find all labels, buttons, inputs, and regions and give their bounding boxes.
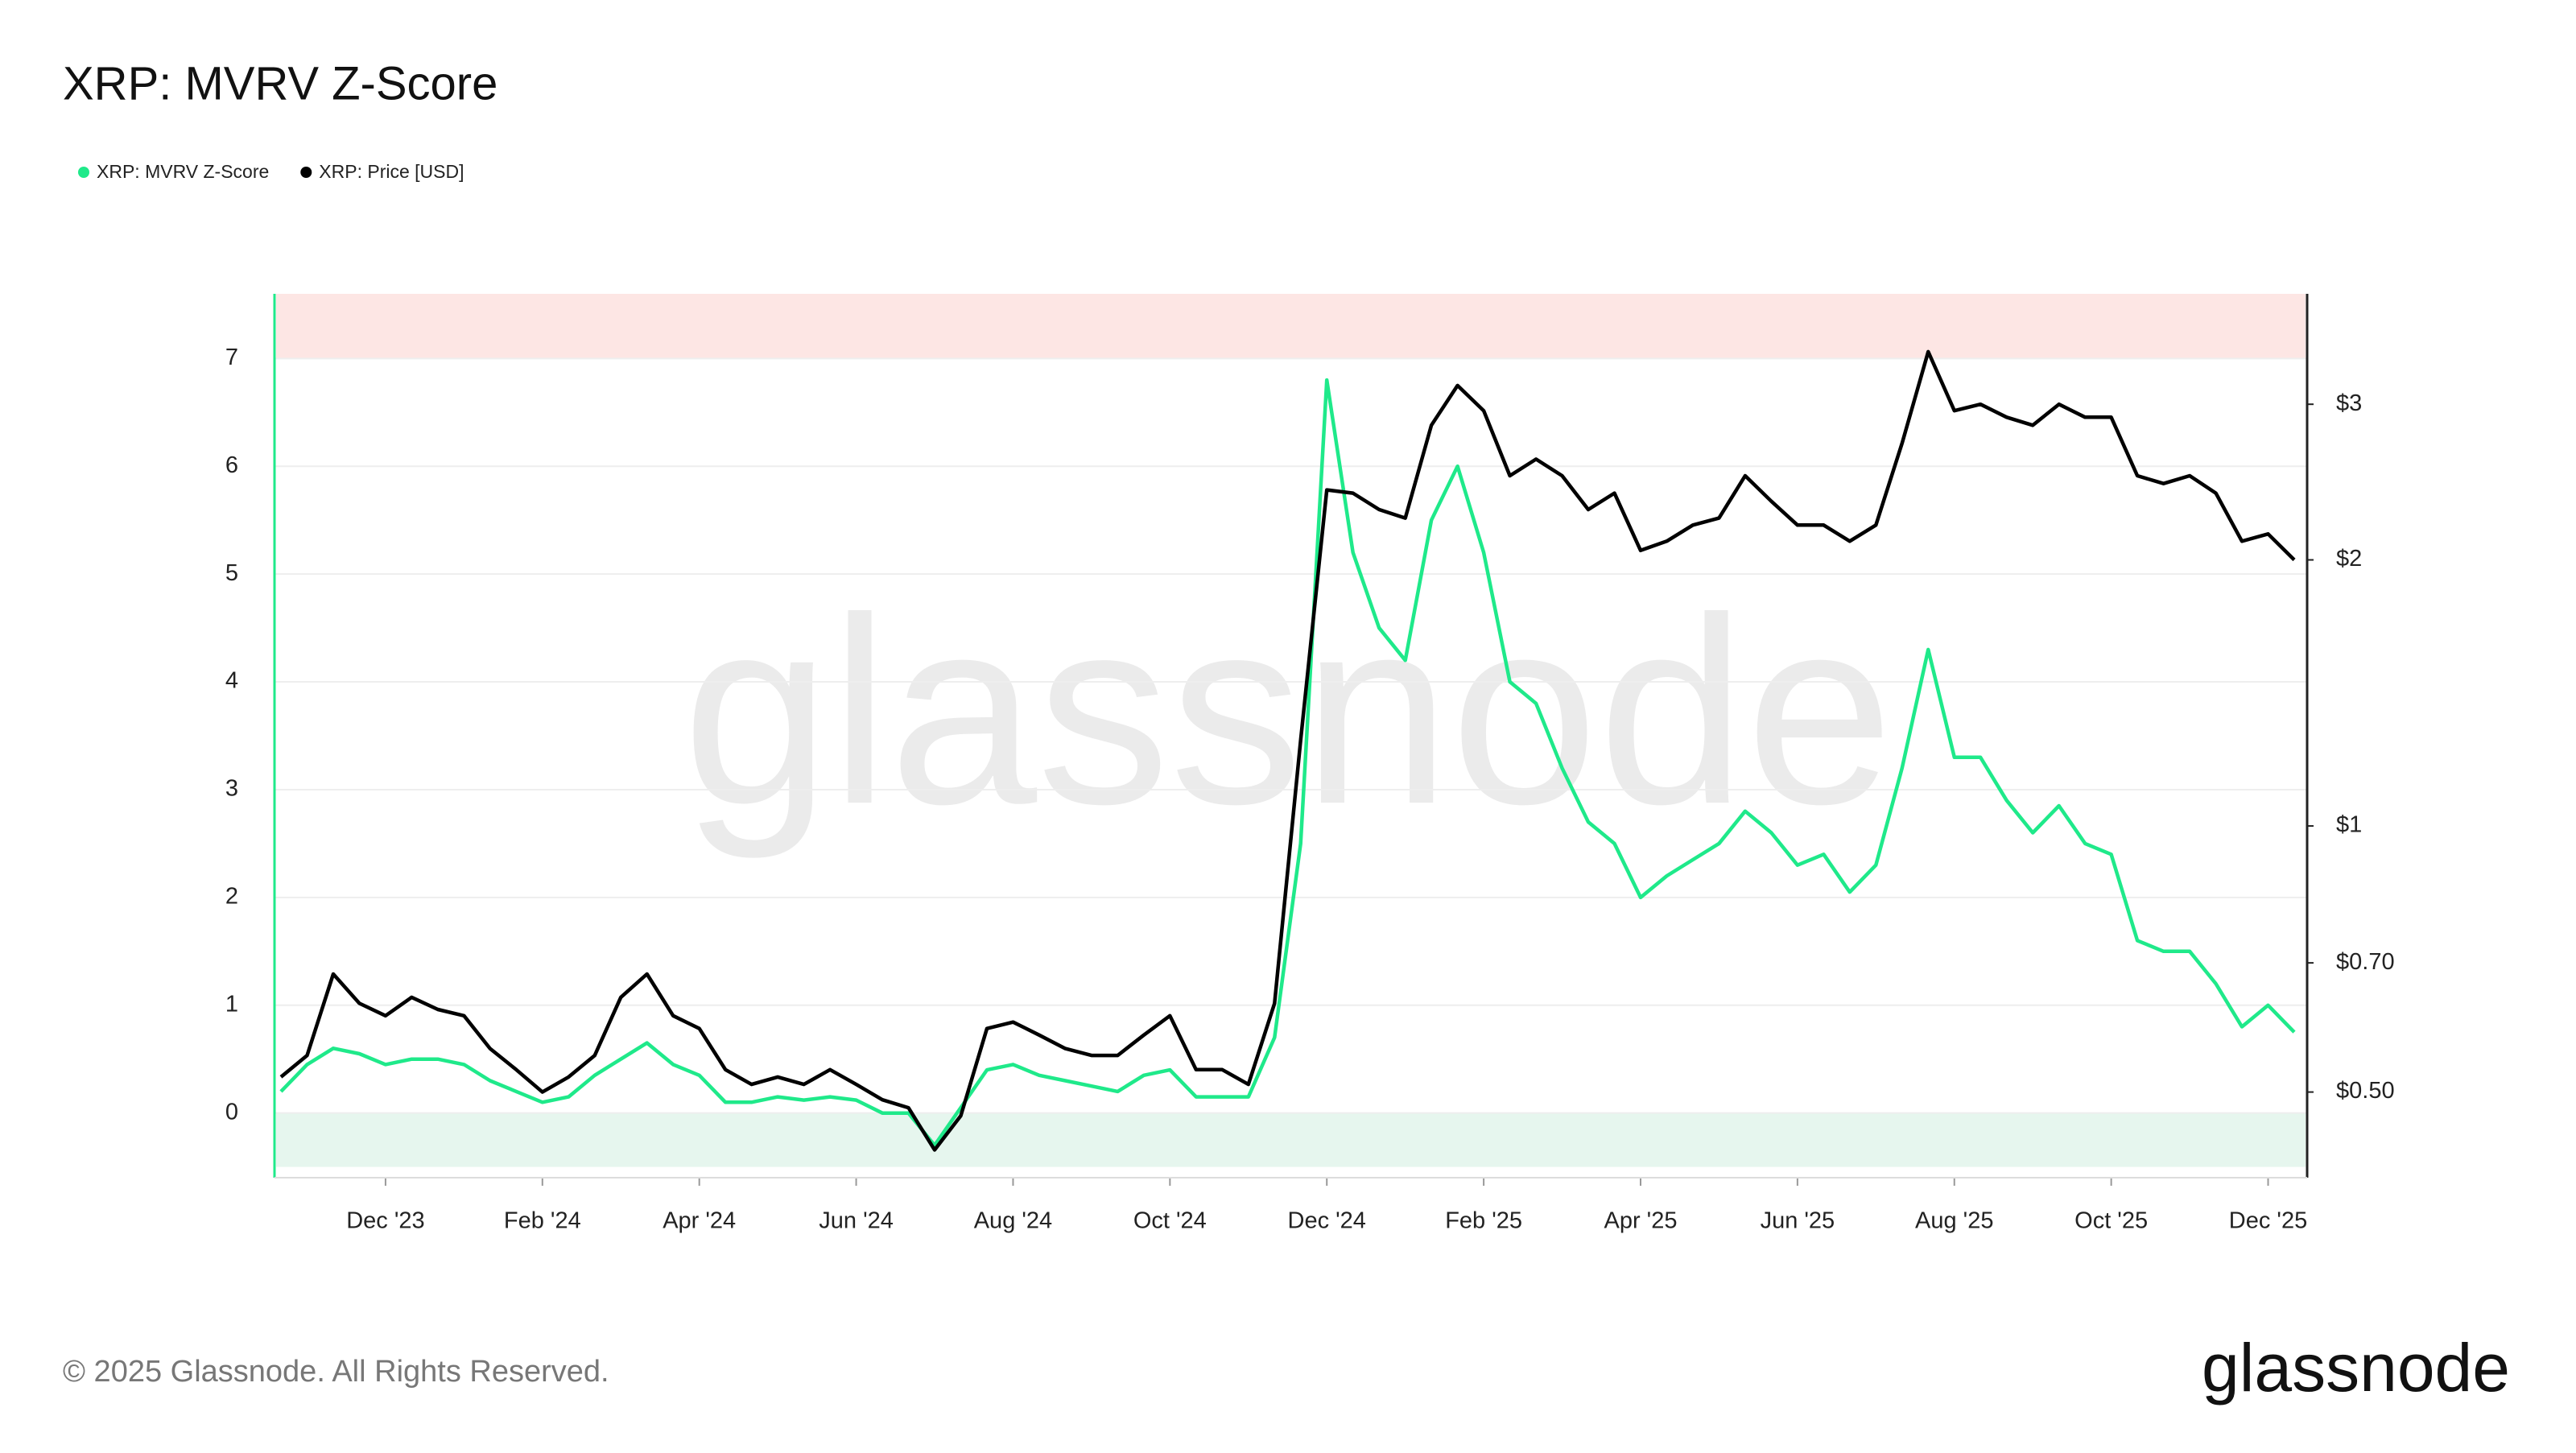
x-tick-label: Aug '25 (1915, 1208, 1993, 1234)
x-tick-label: Apr '25 (1604, 1208, 1677, 1234)
x-tick-label: Feb '25 (1445, 1208, 1522, 1234)
legend-label: XRP: Price [USD] (319, 161, 464, 182)
y-tick-label: 0 (225, 1099, 238, 1125)
chart-title: XRP: MVRV Z-Score (63, 57, 497, 109)
x-tick-label: Feb '24 (504, 1208, 581, 1234)
logo: glassnode (2202, 1330, 2510, 1406)
x-tick-label: Dec '25 (2229, 1208, 2307, 1234)
legend-marker (300, 167, 312, 178)
y2-tick-label: $3 (2336, 390, 2362, 416)
series-line (279, 349, 2296, 1152)
x-tick-label: Jun '25 (1761, 1208, 1835, 1234)
y2-tick-label: $1 (2336, 812, 2362, 838)
legend-marker (78, 167, 89, 178)
watermark: glassnode (683, 562, 1894, 861)
x-tick-label: Oct '25 (2074, 1208, 2148, 1234)
zone-band (276, 1112, 2306, 1167)
y2-tick-label: $0.70 (2336, 949, 2395, 975)
y-tick-label: 6 (225, 452, 238, 478)
y-tick-label: 5 (225, 560, 238, 586)
x-tick-label: Dec '23 (346, 1208, 424, 1234)
x-tick-label: Apr '24 (663, 1208, 736, 1234)
y2-tick-label: $0.50 (2336, 1078, 2395, 1104)
x-tick-label: Oct '24 (1133, 1208, 1207, 1234)
legend-label: XRP: MVRV Z-Score (97, 161, 269, 182)
x-tick-label: Aug '24 (974, 1208, 1052, 1234)
y-tick-label: 2 (225, 884, 238, 910)
y-tick-label: 4 (225, 668, 238, 694)
y-tick-label: 1 (225, 991, 238, 1017)
footer: © 2025 Glassnode. All Rights Reserved. (63, 1355, 609, 1389)
y-tick-label: 7 (225, 345, 238, 370)
x-tick-label: Jun '24 (819, 1208, 894, 1234)
y2-tick-label: $2 (2336, 546, 2362, 572)
zone-band (276, 294, 2306, 359)
series-line (279, 378, 2296, 1148)
x-tick-label: Dec '24 (1288, 1208, 1366, 1234)
y-tick-label: 3 (225, 776, 238, 802)
